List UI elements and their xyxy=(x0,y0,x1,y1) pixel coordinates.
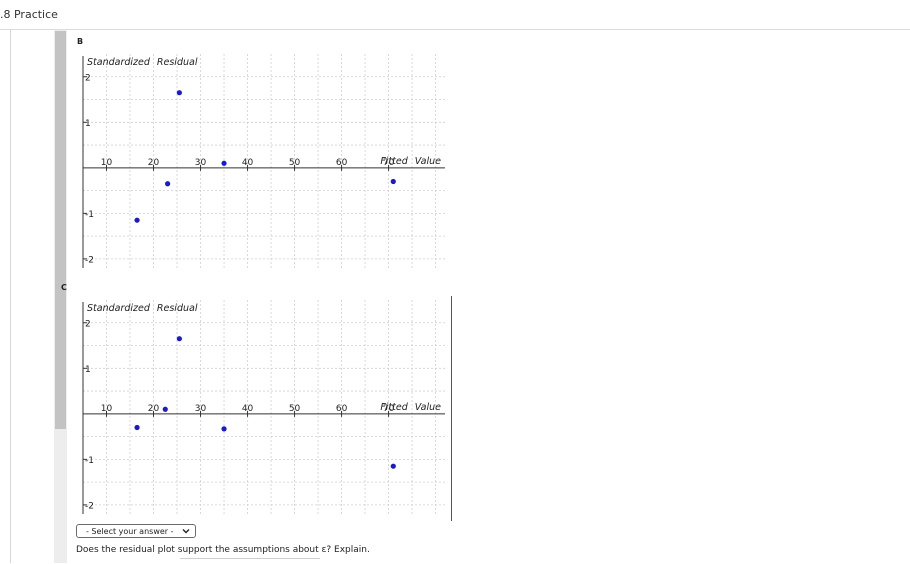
x-tick-label: 30 xyxy=(195,404,207,414)
x-tick-label: 10 xyxy=(101,404,113,414)
x-tick-label: 20 xyxy=(148,404,160,414)
x-tick-label: 50 xyxy=(289,404,301,414)
x-tick-label: 10 xyxy=(101,158,113,168)
x-tick-label: 20 xyxy=(148,158,160,168)
y-tick-label: -1 xyxy=(85,456,94,466)
y-tick-label: -2 xyxy=(85,501,94,511)
y-tick-label: -1 xyxy=(85,210,94,220)
residual-plot-b: 10 20 30 40 50 60 70 2 1 -1 -2 Standardized Residua… xyxy=(82,54,445,268)
answer-select-value: - Select your answer - xyxy=(86,526,174,536)
page-title: .8 Practice xyxy=(0,8,58,21)
y-tick-label: 1 xyxy=(85,119,91,129)
option-label-c: C xyxy=(61,283,67,292)
y-axis-title: Standardized Residual xyxy=(87,57,198,68)
answer-select[interactable]: - Select your answer - xyxy=(76,524,196,538)
data-point xyxy=(134,424,140,431)
grid-lines xyxy=(83,300,445,514)
data-point xyxy=(176,336,182,342)
x-tick-label: 40 xyxy=(242,158,254,168)
x-tick-label: 70 xyxy=(383,404,395,414)
top-bar: .8 Practice xyxy=(0,0,910,30)
scrollbar-thumb[interactable] xyxy=(55,31,66,429)
x-tick-label: 60 xyxy=(336,158,348,168)
left-divider xyxy=(10,30,11,563)
x-axis-title: Fitted Value xyxy=(380,156,441,167)
residual-plot-c: 10 20 30 40 50 60 70 2 1 -1 -2 Standardized Residua… xyxy=(82,300,445,514)
data-point xyxy=(176,90,182,96)
panel-divider xyxy=(451,296,452,521)
y-tick-label: -2 xyxy=(85,255,94,265)
data-point xyxy=(134,217,140,223)
x-tick-label: 40 xyxy=(242,404,254,414)
grid-lines xyxy=(83,54,445,268)
data-point xyxy=(165,181,171,187)
y-tick-label: 1 xyxy=(85,365,91,375)
data-point xyxy=(390,463,396,469)
chevron-down-icon xyxy=(182,529,190,534)
question-prompt: Does the residual plot support the assum… xyxy=(76,545,370,555)
y-axis-title: Standardized Residual xyxy=(87,303,198,314)
x-tick-label: 50 xyxy=(289,158,301,168)
y-tick-label: 2 xyxy=(85,319,91,329)
answer-area-edge xyxy=(180,558,320,564)
x-tick-label: 60 xyxy=(336,404,348,414)
x-tick-label: 70 xyxy=(383,158,395,168)
option-label-b: B xyxy=(77,37,84,46)
x-tick-label: 30 xyxy=(195,158,207,168)
y-tick-label: 2 xyxy=(85,73,91,83)
data-point xyxy=(390,178,396,185)
data-point xyxy=(221,160,227,166)
data-point xyxy=(221,426,227,432)
data-point xyxy=(162,406,168,412)
x-axis-title: Fitted Value xyxy=(380,402,441,413)
